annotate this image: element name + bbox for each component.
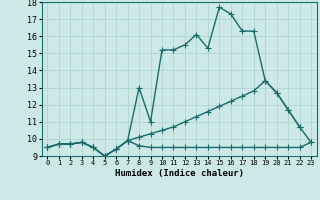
X-axis label: Humidex (Indice chaleur): Humidex (Indice chaleur): [115, 169, 244, 178]
